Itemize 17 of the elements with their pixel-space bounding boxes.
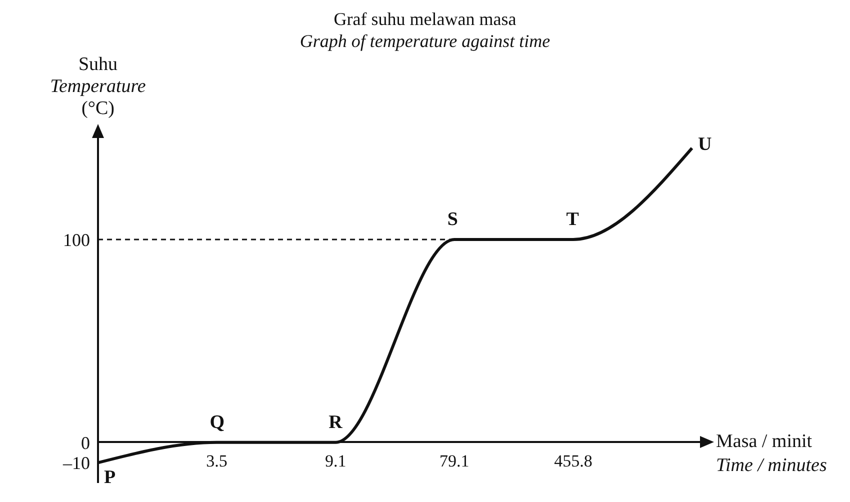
x-tick-label: 79.1: [440, 451, 470, 470]
annotation: S: [447, 209, 458, 232]
annotation: U: [698, 134, 712, 156]
y-tick-label: 0: [81, 432, 90, 453]
x-axis-title: Masa / minit Time / minutes: [716, 430, 827, 478]
x-tick-label: 3.5: [206, 451, 228, 470]
chart-title: Graf suhu melawan masa: [332, 8, 518, 30]
x-tick-label: 9.1: [324, 451, 346, 470]
annotation: P: [104, 466, 116, 489]
annotation: Q: [210, 412, 225, 434]
y-axis-title: Suhu Temperature (°C): [49, 54, 147, 120]
annotation: R: [328, 412, 342, 434]
y-tick-label: 100: [63, 230, 90, 250]
chart-subtitle: Graph of temperature against time: [298, 30, 552, 52]
annotation: T: [566, 209, 579, 232]
y-tick-label: –10: [62, 453, 90, 474]
x-tick-label: 455.8: [554, 451, 592, 470]
